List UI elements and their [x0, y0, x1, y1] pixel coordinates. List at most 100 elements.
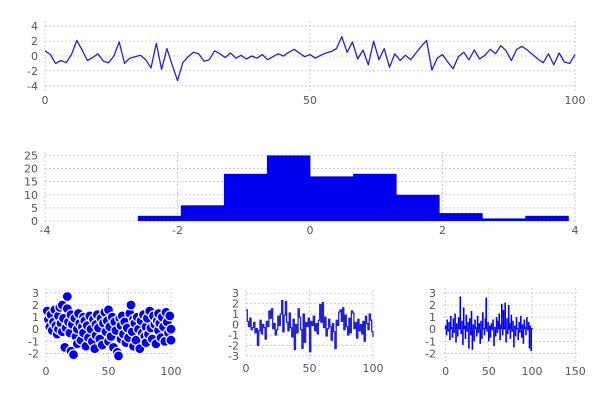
y-tick-label: 4	[31, 20, 38, 33]
bar	[495, 317, 498, 330]
y-tick-label: 0	[31, 50, 38, 63]
bar	[520, 315, 522, 330]
bar	[486, 329, 488, 332]
bar	[514, 329, 517, 337]
bar	[505, 329, 507, 343]
bar	[518, 322, 520, 330]
x-tick-label: 100	[565, 94, 586, 107]
grid	[443, 288, 577, 362]
y-tick-label: 3	[32, 287, 39, 300]
y-tick-label: 1	[429, 311, 436, 324]
bar	[456, 323, 458, 330]
bar	[494, 326, 496, 330]
bar	[482, 312, 484, 330]
bar	[497, 320, 500, 330]
bar	[452, 318, 455, 330]
y-tick-label: -2	[425, 348, 436, 361]
y-tick-label: 5	[31, 202, 38, 215]
bar	[517, 329, 519, 341]
bar	[494, 329, 497, 337]
bar	[474, 319, 476, 330]
histogram-bar	[525, 215, 569, 221]
x-tick-label: 50	[102, 365, 116, 378]
bar	[454, 313, 456, 330]
bar	[530, 329, 532, 351]
bar	[501, 303, 503, 330]
bar	[498, 313, 500, 330]
bar	[483, 329, 486, 336]
bar	[519, 329, 521, 333]
bar	[520, 329, 523, 338]
x-tick-label: 0	[307, 224, 314, 237]
y-tick-label: -3	[228, 350, 239, 363]
y-tick-label: 10	[24, 189, 38, 202]
bar	[499, 329, 501, 341]
x-tick-label: 50	[303, 362, 317, 375]
y-tick-label: -2	[27, 65, 38, 78]
y-tick-label: 15	[24, 176, 38, 189]
scatter-point	[165, 334, 177, 346]
y-tick-label: 0	[32, 323, 39, 336]
x-tick-label: -2	[172, 224, 183, 237]
bar	[509, 329, 512, 339]
histogram-bar	[482, 218, 526, 221]
y-tick-label: 20	[24, 163, 38, 176]
histogram-bar	[396, 194, 440, 221]
histogram-bar	[180, 205, 225, 221]
x-tick-label: 0	[43, 365, 50, 378]
bar	[450, 326, 453, 330]
histogram-bar	[439, 213, 483, 221]
bar	[502, 309, 505, 330]
bar	[514, 325, 516, 330]
bar	[470, 311, 473, 330]
bar	[450, 315, 452, 330]
bar	[472, 324, 475, 330]
bar	[457, 317, 460, 330]
bar	[453, 329, 455, 333]
bar	[462, 307, 465, 330]
bar	[488, 325, 491, 330]
bar	[446, 319, 449, 330]
timeseries-series	[44, 35, 576, 82]
bar	[447, 329, 449, 332]
bar	[528, 329, 531, 349]
bar	[487, 322, 489, 330]
x-tick-label: 0	[442, 365, 449, 378]
step-series	[246, 299, 374, 353]
timeseries-line-chart: 0 50 100 -4 -2 0 2 4	[27, 20, 585, 107]
bar	[468, 329, 470, 349]
x-tick-label: -4	[40, 224, 51, 237]
y-tick-label: 2	[232, 298, 239, 311]
x-tick-label: 150	[565, 365, 586, 378]
y-tick-label: 3	[429, 287, 436, 300]
bar	[481, 329, 483, 339]
y-tick-label: 1	[32, 311, 39, 324]
bar	[469, 318, 471, 330]
bar	[496, 329, 499, 333]
y-tick-label: -1	[425, 335, 436, 348]
bar	[504, 302, 506, 330]
bar	[527, 322, 530, 330]
bar	[510, 314, 513, 330]
bar	[479, 329, 481, 344]
y-tick-label: -2	[228, 339, 239, 352]
bar-series	[444, 296, 533, 351]
bar	[462, 329, 464, 345]
bar	[522, 329, 525, 344]
x-tick-label: 100	[522, 365, 543, 378]
bar	[501, 329, 504, 336]
tick-labels: 0 50 100 -4 -2 0 2 4	[27, 20, 585, 107]
bar	[473, 329, 475, 342]
x-tick-label: 2	[439, 224, 446, 237]
y-tick-label: -1	[228, 329, 239, 342]
bar	[464, 329, 467, 339]
bar	[480, 320, 482, 330]
y-tick-label: -1	[28, 335, 39, 348]
bar	[516, 328, 519, 330]
y-tick-label: 0	[429, 323, 436, 336]
bar	[458, 328, 461, 330]
